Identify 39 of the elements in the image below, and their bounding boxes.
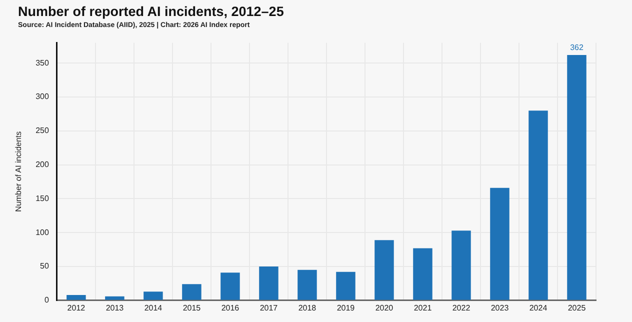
y-tick-label: 50 [40, 262, 50, 271]
x-tick-label: 2020 [375, 303, 394, 312]
x-tick-label: 2023 [490, 303, 510, 312]
x-tick-label: 2019 [336, 303, 356, 312]
data-label: 362 [570, 43, 584, 52]
y-axis-title: Number of AI incidents [14, 131, 24, 212]
x-tick-label: 2022 [452, 303, 471, 312]
bar [413, 248, 432, 300]
bar [490, 188, 510, 300]
x-tick-label: 2012 [67, 303, 86, 312]
y-tick-label: 350 [36, 58, 50, 68]
y-tick-label: 250 [36, 126, 50, 136]
x-tick-label: 2018 [298, 303, 317, 312]
bar [66, 294, 86, 300]
chart-title: Number of reported AI incidents, 2012–25 [18, 4, 284, 19]
x-tick-label: 2015 [182, 303, 202, 312]
x-tick-label: 2021 [414, 303, 432, 312]
bar [298, 270, 317, 300]
y-tick-label: 200 [36, 160, 50, 170]
bar [528, 110, 548, 300]
bar [374, 240, 394, 300]
x-tick-label: 2017 [260, 303, 278, 312]
x-tick-label: 2013 [106, 303, 124, 312]
y-tick-label: 0 [44, 296, 50, 305]
x-tick-label: 2025 [568, 303, 586, 312]
bar [259, 266, 278, 300]
bar [567, 55, 586, 300]
bar [105, 296, 124, 300]
y-tick-label: 150 [36, 194, 50, 203]
bar [220, 272, 240, 300]
bar [182, 284, 202, 300]
y-tick-label: 300 [36, 92, 50, 102]
x-tick-label: 2024 [529, 303, 548, 312]
bar [336, 272, 356, 300]
bar [452, 230, 471, 300]
x-tick-label: 2016 [221, 303, 240, 312]
x-tick-label: 2014 [144, 303, 163, 312]
bar [144, 292, 163, 300]
y-tick-label: 100 [36, 228, 50, 237]
